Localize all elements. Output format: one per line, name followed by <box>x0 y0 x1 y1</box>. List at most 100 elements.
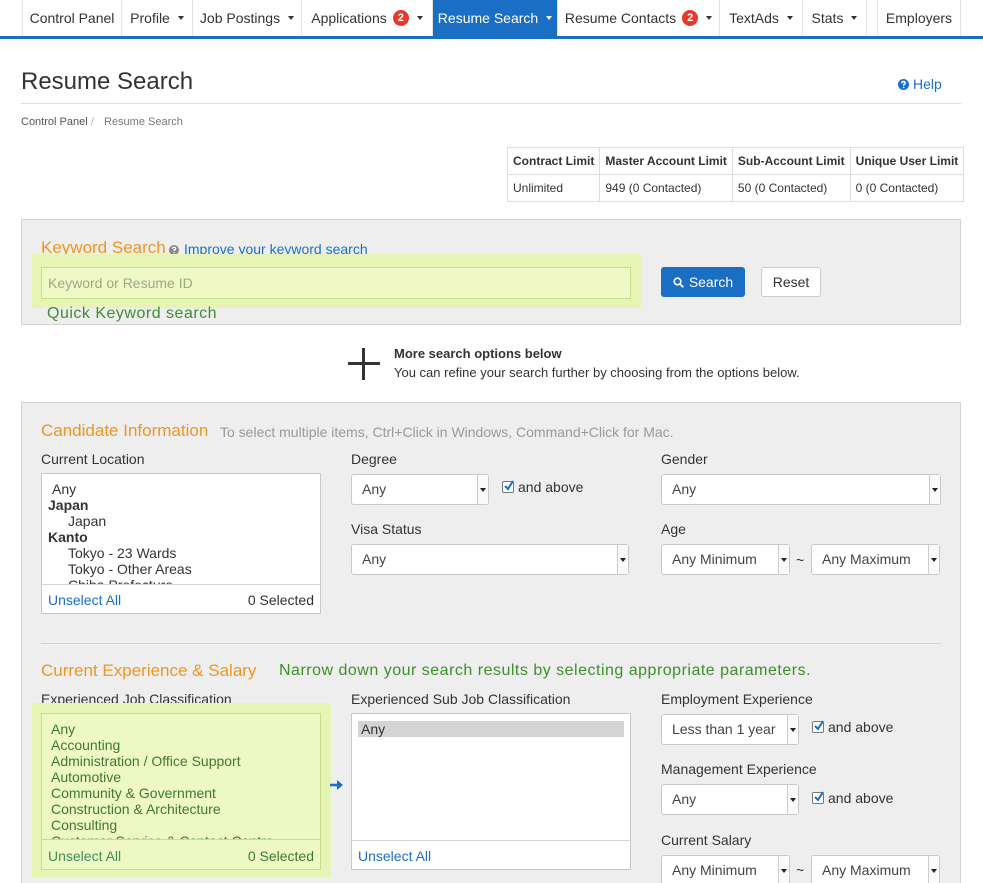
nav-item[interactable]: Job Postings <box>193 0 302 36</box>
check-mark <box>504 480 514 491</box>
age-min-select[interactable]: Any Minimum <box>661 544 790 575</box>
age-max-select[interactable]: Any Maximum <box>811 544 940 575</box>
selected-count: 0 Selected <box>247 848 314 864</box>
badge: 2 <box>682 10 699 26</box>
checkbox[interactable] <box>812 791 824 804</box>
options-text: You can refine your search further by ch… <box>394 365 800 380</box>
help-link[interactable]: Help <box>913 76 942 92</box>
reset-button[interactable]: Reset <box>761 267 821 297</box>
select-arrow <box>929 475 940 504</box>
list-option[interactable]: Construction & Architecture <box>51 801 221 817</box>
list-option[interactable]: Any <box>361 721 386 737</box>
list-group: Kanto <box>48 529 88 545</box>
field-label: Visa Status <box>351 521 422 537</box>
nav-item[interactable]: Profile <box>122 0 193 36</box>
checkbox[interactable] <box>502 480 514 493</box>
unselect-link[interactable]: Unselect All <box>358 848 432 864</box>
keyword-input[interactable] <box>41 267 631 299</box>
checkbox-label: and above <box>518 479 584 495</box>
select-arrow <box>787 715 798 744</box>
unselect-link[interactable]: Unselect All <box>48 592 122 608</box>
list-footer: Unselect All <box>352 840 630 869</box>
field-label: Degree <box>351 451 397 467</box>
options-title: More search options below <box>394 346 562 361</box>
list-option[interactable]: Any <box>52 481 77 497</box>
select-arrow <box>787 785 798 814</box>
checkbox-label: and above <box>828 719 894 735</box>
job-class-list[interactable]: Any Accounting Administration / Office S… <box>41 713 321 870</box>
nav-item-active[interactable]: Resume Search <box>433 0 558 36</box>
select-arrow <box>778 856 789 883</box>
help-icon <box>898 79 909 90</box>
field-label: Current Location <box>41 451 145 467</box>
select-value: Any Maximum <box>822 551 911 567</box>
selected-count: 0 Selected <box>247 592 314 608</box>
salary-max-select[interactable]: Any Maximum <box>811 855 940 883</box>
list-option[interactable]: Administration / Office Support <box>51 753 241 769</box>
help-link[interactable]: Improve your keyword search <box>184 241 368 257</box>
select-value: Any Maximum <box>822 862 911 878</box>
select-value: Any Minimum <box>672 551 757 567</box>
header-cell: Sub-Account Limit <box>731 147 851 175</box>
list-option[interactable]: Tokyo - Other Areas <box>68 561 192 577</box>
header-cell: Contract Limit <box>506 147 601 175</box>
help-icon <box>169 245 179 255</box>
list-option[interactable]: Any <box>51 721 76 737</box>
nav-bar <box>0 0 983 39</box>
section-heading: Candidate Information <box>41 421 209 440</box>
range-separator: ~ <box>796 862 805 878</box>
nav-item[interactable]: Stats <box>803 0 867 36</box>
list-option[interactable]: Consulting <box>51 817 118 833</box>
breadcrumb-current: Resume Search <box>104 116 183 128</box>
nav-label: Applications <box>311 10 387 26</box>
employment-select[interactable]: Less than 1 year <box>661 714 799 745</box>
nav-item[interactable]: Employers <box>877 0 961 36</box>
list-option[interactable]: Automotive <box>51 769 122 785</box>
body-row: Unlimited 949 (0 Contacted) 50 (0 Contac… <box>506 174 965 202</box>
visa-select[interactable]: Any <box>351 544 629 575</box>
nav-item[interactable]: Applications 2 <box>302 0 433 36</box>
header-cell: Master Account Limit <box>599 147 733 175</box>
nav-item[interactable]: Resume Contacts 2 <box>558 0 720 36</box>
header-row: Contract Limit Master Account Limit Sub-… <box>506 147 965 175</box>
list-option[interactable]: Community & Government <box>51 785 216 801</box>
checkbox[interactable] <box>812 720 824 733</box>
limits-table: Contract Limit Master Account Limit Sub-… <box>506 147 965 202</box>
unselect-link[interactable]: Unselect All <box>48 848 122 864</box>
section-hint: To select multiple items, Ctrl+Click in … <box>220 424 674 440</box>
breadcrumb-link[interactable]: Control Panel <box>21 116 88 128</box>
nav-item[interactable]: TextAds <box>720 0 803 36</box>
search-button[interactable]: Search <box>661 267 745 297</box>
select-value: Less than 1 year <box>672 721 776 737</box>
section-heading: Keyword Search <box>41 238 166 257</box>
nav-label: Stats <box>811 10 844 26</box>
select-arrow <box>928 545 939 574</box>
location-list[interactable]: Any Japan Japan Kanto Tokyo - 23 Wards T… <box>41 473 321 614</box>
search-icon <box>673 276 684 288</box>
nav-item[interactable]: Control Panel <box>22 0 122 36</box>
salary-min-select[interactable]: Any Minimum <box>661 855 790 883</box>
degree-select[interactable]: Any <box>351 474 489 505</box>
select-arrow <box>928 856 939 883</box>
sub-class-list[interactable]: Any Unselect All <box>351 713 631 870</box>
list-option[interactable]: Japan <box>68 513 107 529</box>
page-title: Resume Search <box>21 68 194 95</box>
list-option[interactable]: Accounting <box>51 737 121 753</box>
caret <box>177 16 184 20</box>
checkbox-label: and above <box>828 790 894 806</box>
button-label: Search <box>688 274 734 290</box>
field-label: Gender <box>661 451 708 467</box>
divider <box>21 103 961 104</box>
list-option[interactable]: Tokyo - 23 Wards <box>68 545 177 561</box>
gender-select[interactable]: Any <box>661 474 941 505</box>
field-label: Age <box>661 521 686 537</box>
badge: 2 <box>392 10 409 26</box>
check-mark <box>814 791 824 802</box>
select-value: Any <box>672 791 697 807</box>
nav-label: Employers <box>885 10 953 26</box>
management-select[interactable]: Any <box>661 784 799 815</box>
caret <box>546 16 553 20</box>
selected-highlight <box>358 721 624 737</box>
list-footer: Unselect All 0 Selected <box>42 584 320 613</box>
select-arrow <box>617 545 628 574</box>
